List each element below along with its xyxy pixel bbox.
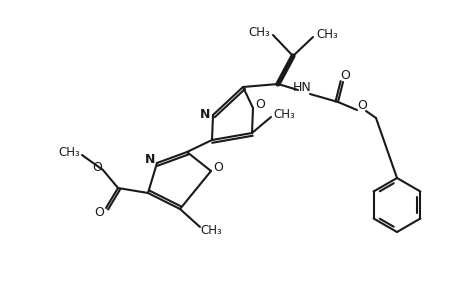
Text: O: O: [254, 98, 264, 110]
Text: CH₃: CH₃: [315, 28, 337, 40]
Text: HN: HN: [292, 80, 311, 94]
Text: CH₃: CH₃: [58, 146, 80, 158]
Text: N: N: [199, 107, 210, 121]
Text: O: O: [356, 98, 366, 112]
Text: CH₃: CH₃: [247, 26, 269, 38]
Text: O: O: [92, 160, 102, 173]
Text: CH₃: CH₃: [273, 107, 294, 121]
Text: CH₃: CH₃: [200, 224, 221, 238]
Text: O: O: [213, 160, 223, 173]
Text: N: N: [145, 152, 155, 166]
Text: O: O: [339, 68, 349, 82]
Text: O: O: [94, 206, 104, 220]
